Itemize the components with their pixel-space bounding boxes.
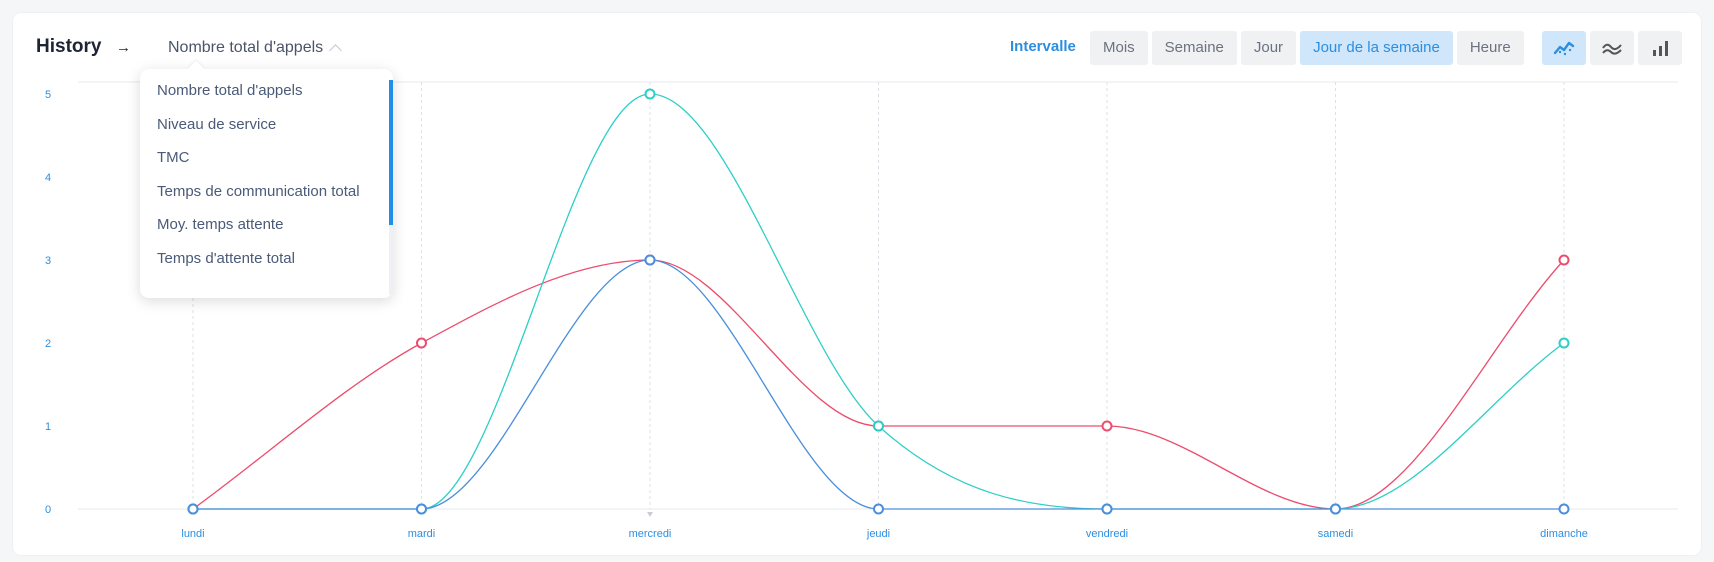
- interval-month-button[interactable]: Mois: [1090, 31, 1148, 65]
- x-tick-label-dimanche: dimanche: [1540, 528, 1588, 540]
- data-point-s2-vendredi: [1101, 503, 1113, 515]
- dropdown-item-tmc[interactable]: TMC: [157, 149, 190, 167]
- y-tick-label: 1: [45, 421, 51, 433]
- page-title: History: [36, 36, 102, 57]
- dropdown-item-total-talk-time[interactable]: Temps de communication total: [157, 182, 360, 200]
- interval-weekday-button[interactable]: Jour de la semaine: [1300, 31, 1453, 65]
- data-point-s1-mercredi: [644, 88, 656, 100]
- y-tick-label: 0: [45, 504, 51, 516]
- dropdown-item-service-level[interactable]: Niveau de service: [157, 115, 277, 133]
- data-point-s0-mardi: [416, 337, 427, 349]
- smooth-line-button[interactable]: [1590, 31, 1634, 65]
- interval-button-group: Mois Semaine Jour Jour de la semaine Heu…: [1090, 31, 1524, 65]
- interval-label: Intervalle: [1010, 38, 1076, 55]
- metric-select[interactable]: Nombre total d'appels: [168, 39, 343, 57]
- data-point-s2-samedi: [1330, 503, 1341, 515]
- interval-hour-button[interactable]: Heure: [1456, 31, 1524, 65]
- x-tick-label-mercredi: mercredi: [629, 528, 672, 540]
- y-tick-label: 2: [45, 338, 51, 350]
- metric-select-label: Nombre total d'appels: [168, 39, 324, 56]
- line-chart-icon: [1553, 41, 1575, 56]
- interval-week-button[interactable]: Semaine: [1151, 31, 1237, 65]
- dropdown-item-avg-wait-time[interactable]: Moy. temps attente: [157, 216, 284, 234]
- x-tick-label-lundi: lundi: [181, 528, 204, 540]
- y-tick-label: 5: [45, 89, 51, 101]
- data-point-s2-jeudi: [873, 503, 884, 515]
- line-chart-button[interactable]: [1542, 31, 1586, 65]
- series-line-2: [192, 259, 1564, 510]
- x-tick-label-samedi: samedi: [1318, 528, 1353, 540]
- metric-dropdown: Nombre total d'appels Niveau de service …: [140, 60, 393, 298]
- data-point-s0-dimanche: [1558, 254, 1570, 266]
- x-tick-label-vendredi: vendredi: [1086, 528, 1128, 540]
- hover-marker: [647, 512, 653, 517]
- dropdown-scrollbar-thumb[interactable]: [389, 80, 393, 225]
- arrow-icon: →: [116, 39, 131, 56]
- data-point-s1-dimanche: [1558, 337, 1570, 349]
- chart-type-group: [1542, 31, 1682, 65]
- y-tick-label: 4: [45, 172, 51, 184]
- x-tick-label-jeudi: jeudi: [866, 528, 890, 540]
- data-point-s2-lundi: [187, 503, 199, 515]
- y-tick-label: 3: [45, 255, 51, 267]
- x-tick-label-mardi: mardi: [408, 528, 436, 540]
- dropdown-item-total-calls[interactable]: Nombre total d'appels: [157, 82, 303, 99]
- data-point-s1-jeudi: [873, 420, 884, 432]
- interval-day-button[interactable]: Jour: [1240, 31, 1297, 65]
- data-point-s2-mercredi: [644, 254, 656, 266]
- data-point-s2-mardi: [416, 503, 427, 515]
- bar-chart-button[interactable]: [1638, 31, 1682, 65]
- smooth-line-icon: [1602, 43, 1622, 55]
- data-point-s0-vendredi: [1101, 420, 1113, 432]
- dropdown-item-total-wait-time[interactable]: Temps d'attente total: [157, 249, 295, 267]
- bar-chart-icon: [1653, 41, 1668, 56]
- data-point-s2-dimanche: [1558, 503, 1570, 515]
